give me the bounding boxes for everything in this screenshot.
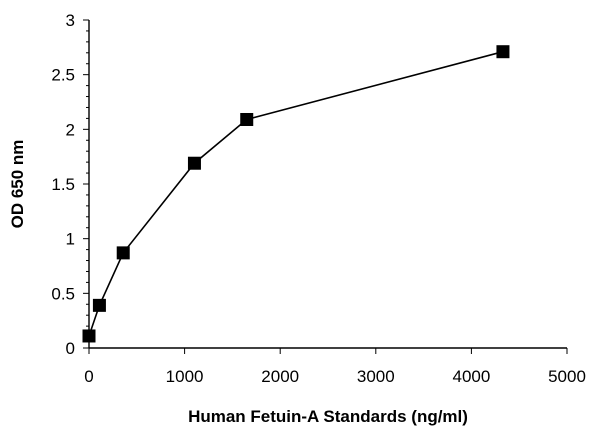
data-point-marker xyxy=(240,112,254,126)
series-line xyxy=(88,50,504,337)
y-tick-label: 0.5 xyxy=(51,284,75,303)
plot-area: 0 0.5 1 1.5 2 2.5 3 0 1000 2000 3000 4000 5000 xyxy=(51,11,586,386)
x-axis-ticks xyxy=(88,348,568,354)
data-point-marker xyxy=(92,298,106,312)
x-tick-label: 2000 xyxy=(261,367,299,386)
x-tick-label: 5000 xyxy=(548,367,586,386)
y-axis-tick-labels: 0 0.5 1 1.5 2 2.5 3 xyxy=(51,11,75,358)
data-point-marker xyxy=(116,246,130,260)
x-tick-label: 0 xyxy=(84,367,93,386)
y-tick-label: 2.5 xyxy=(51,66,75,85)
y-axis-title: OD 650 nm xyxy=(8,140,27,229)
y-tick-label: 3 xyxy=(66,11,75,30)
x-axis-title: Human Fetuin-A Standards (ng/ml) xyxy=(188,407,468,426)
series-group xyxy=(82,45,510,343)
y-tick-label: 0 xyxy=(66,339,75,358)
data-point-marker xyxy=(82,329,96,343)
data-point-marker xyxy=(187,156,201,170)
y-tick-label: 1 xyxy=(66,230,75,249)
x-tick-label: 1000 xyxy=(166,367,204,386)
x-tick-label: 3000 xyxy=(357,367,395,386)
data-point-marker xyxy=(496,45,510,59)
x-tick-label: 4000 xyxy=(452,367,490,386)
y-axis-ticks xyxy=(83,19,89,349)
x-axis-tick-labels: 0 1000 2000 3000 4000 5000 xyxy=(84,367,586,386)
y-tick-label: 1.5 xyxy=(51,175,75,194)
y-tick-label: 2 xyxy=(66,120,75,139)
